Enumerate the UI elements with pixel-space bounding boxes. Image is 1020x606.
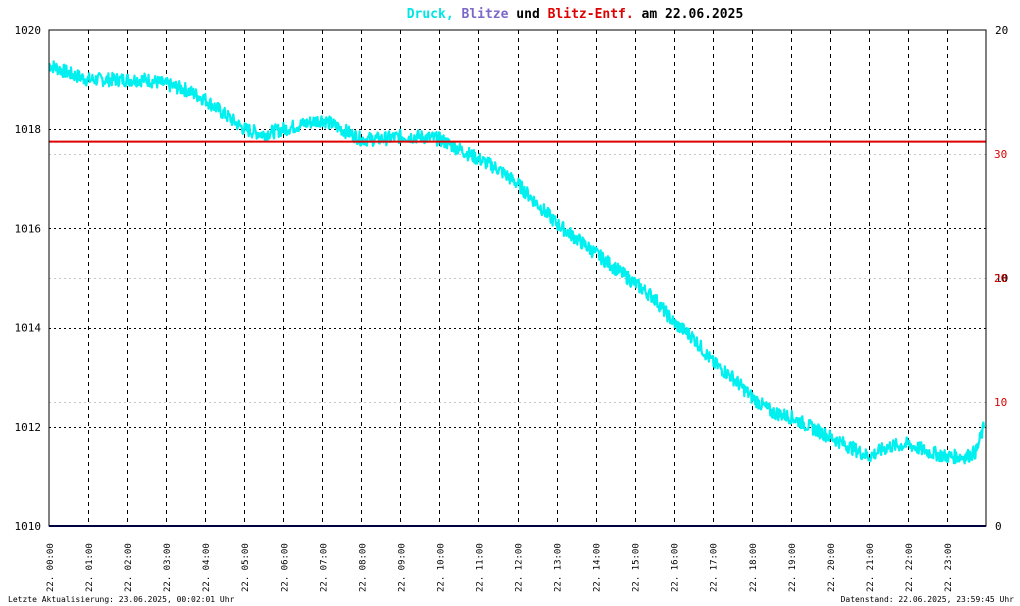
x-tick-label: 22. 08:00 xyxy=(358,543,368,592)
x-tick-label: 22. 20:00 xyxy=(827,543,837,592)
x-tick-label: 22. 17:00 xyxy=(710,543,720,592)
y-left-tick-label: 1020 xyxy=(15,24,42,37)
x-tick-label: 22. 23:00 xyxy=(944,543,954,592)
y-left-tick-label: 1010 xyxy=(15,520,42,533)
axes: 22. 00:00 22. 01:00 22. 02:00 22. 03:00 22. … xyxy=(15,24,1009,592)
y-right-tick-label: 20 xyxy=(995,24,1008,37)
chart-title: Druck, Blitze und Blitz-Entf. am 22.06.2… xyxy=(407,7,744,22)
plot-frame xyxy=(48,29,987,527)
y-left-tick-label: 1018 xyxy=(15,123,42,136)
data-timestamp-text: Datenstand: 22.06.2025, 23:59:45 Uhr xyxy=(840,595,1014,604)
x-tick-label: 22. 07:00 xyxy=(319,543,329,592)
x-tick-label: 22. 15:00 xyxy=(632,543,642,592)
title-part: Blitz-Entf. xyxy=(540,7,634,22)
y-right-red-tick-label: 30 xyxy=(994,148,1007,161)
y-right-red-tick-label: 10 xyxy=(994,396,1007,409)
x-tick-label: 22. 22:00 xyxy=(905,543,915,592)
x-tick-label: 22. 12:00 xyxy=(515,543,525,592)
y-left-tick-label: 1016 xyxy=(15,222,42,235)
title-part: Druck, xyxy=(407,7,454,22)
x-tick-label: 22. 03:00 xyxy=(163,543,173,592)
x-tick-label: 22. 19:00 xyxy=(788,543,798,592)
x-tick-label: 22. 14:00 xyxy=(593,543,603,592)
y-left-tick-label: 1012 xyxy=(15,421,42,434)
title-part: und xyxy=(508,7,539,22)
last-update-text: Letzte Aktualisierung: 23.06.2025, 00:02… xyxy=(8,595,235,604)
x-tick-label: 22. 10:00 xyxy=(436,543,446,592)
x-tick-label: 22. 16:00 xyxy=(671,543,681,592)
series-layer xyxy=(48,60,986,527)
x-tick-label: 22. 02:00 xyxy=(124,543,134,592)
x-tick-label: 22. 13:00 xyxy=(554,543,564,592)
title-part: am 22.06.2025 xyxy=(634,7,744,22)
y-right-tick-label: 10 xyxy=(995,272,1008,285)
title-part: Blitze xyxy=(454,7,509,22)
y-right-red-tick-label: 20 xyxy=(994,272,1007,285)
series-line-druck xyxy=(48,60,986,465)
x-tick-label: 22. 00:00 xyxy=(46,543,56,592)
x-tick-label: 22. 11:00 xyxy=(475,543,485,592)
y-right-tick-label: 0 xyxy=(995,520,1002,533)
x-tick-label: 22. 09:00 xyxy=(397,543,407,592)
y-left-tick-label: 1014 xyxy=(15,322,42,335)
x-tick-label: 22. 01:00 xyxy=(85,543,95,592)
x-tick-label: 22. 04:00 xyxy=(202,543,212,592)
x-tick-label: 22. 21:00 xyxy=(866,543,876,592)
x-tick-label: 22. 05:00 xyxy=(241,543,251,592)
x-tick-label: 22. 18:00 xyxy=(749,543,759,592)
grid-lines xyxy=(49,30,986,526)
x-tick-label: 22. 06:00 xyxy=(280,543,290,592)
